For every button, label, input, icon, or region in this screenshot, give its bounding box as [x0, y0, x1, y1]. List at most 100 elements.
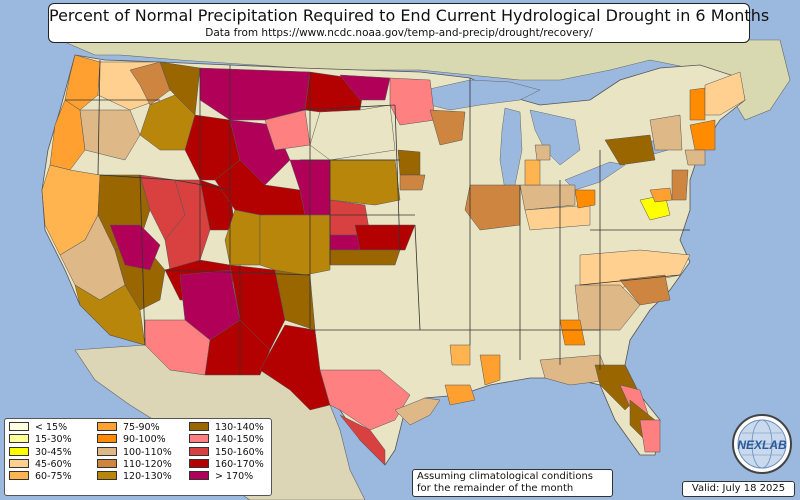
region-oh-east [574, 189, 596, 209]
map-title: Percent of Normal Precipitation Required… [49, 6, 770, 25]
region-ms [479, 354, 501, 386]
legend-item: 15-30% [9, 434, 72, 446]
lake-superior [424, 79, 541, 111]
region-mi [524, 159, 541, 186]
region-al [559, 319, 586, 346]
legend-swatch [9, 434, 29, 444]
legend-item: 45-60% [9, 458, 72, 471]
region-ny [604, 134, 656, 166]
region-la-north [449, 344, 471, 366]
legend-label: 45-60% [35, 458, 72, 470]
region-id-north [129, 61, 171, 106]
legend-swatch [189, 422, 209, 431]
legend-label: 90-100% [123, 434, 166, 446]
legend-label: 120-130% [123, 471, 172, 483]
state-borders [65, 59, 690, 375]
legend-column-1: < 15% 15-30% 30-45% 45-60% 60-75% [9, 422, 72, 483]
region-me [704, 71, 746, 116]
legend: < 15% 15-30% 30-45% 45-60% 60-75% 75-90%… [4, 418, 272, 496]
region-fl-tip [639, 419, 661, 453]
canada-land [59, 39, 791, 121]
legend-column-2: 75-90% 90-100% 100-110% 110-120% 120-130… [97, 422, 172, 483]
assumption-note: Assuming climatological conditions for t… [412, 469, 613, 497]
drought-regions [41, 54, 746, 466]
legend-item: 150-160% [189, 446, 264, 459]
note-line-1: Assuming climatological conditions [417, 471, 593, 482]
region-ma [689, 119, 716, 151]
legend-item: 130-140% [189, 422, 264, 434]
legend-swatch [97, 471, 117, 481]
legend-item: < 15% [9, 422, 72, 434]
region-nv-core [109, 224, 161, 271]
region-id-core [159, 61, 201, 116]
legend-label: 140-150% [215, 434, 264, 446]
region-wi [429, 109, 466, 146]
legend-swatch [9, 471, 29, 481]
legend-item: > 170% [189, 471, 264, 483]
legend-label: 75-90% [123, 422, 160, 433]
region-tx-coast [394, 397, 441, 426]
valid-date: Valid: July 18 2025 [682, 481, 795, 497]
region-ut-co-border [224, 209, 261, 266]
region-in-oh [519, 184, 576, 211]
note-line-2: for the remainder of the month [417, 483, 574, 494]
region-ct [684, 149, 706, 166]
legend-label: 130-140% [215, 422, 264, 433]
region-sd [309, 104, 396, 161]
legend-swatch [97, 458, 117, 468]
region-mi-north [534, 144, 551, 161]
lake-huron [529, 109, 581, 166]
region-vt-nh [689, 87, 706, 121]
legend-label: 60-75% [35, 471, 72, 483]
region-mn [389, 77, 436, 126]
region-ca-south [74, 284, 146, 346]
legend-label: 160-170% [215, 458, 264, 470]
region-la [444, 384, 476, 406]
legend-column-3: 130-140% 140-150% 150-160% 160-170% > 17… [189, 422, 264, 483]
legend-swatch [97, 422, 117, 431]
region-ia [397, 149, 421, 176]
legend-label: 100-110% [123, 446, 172, 458]
legend-item: 160-170% [189, 458, 264, 471]
region-ne [329, 159, 401, 206]
legend-swatch [189, 471, 209, 481]
legend-swatch [189, 458, 209, 468]
region-ny-east [649, 114, 683, 151]
region-gulf [539, 354, 611, 386]
legend-swatch [9, 458, 29, 468]
legend-item: 60-75% [9, 471, 72, 483]
legend-swatch [189, 446, 209, 456]
region-ia-east [399, 174, 426, 191]
legend-item: 140-150% [189, 434, 264, 446]
logo-text: NEXLAB [737, 438, 787, 452]
legend-item: 90-100% [97, 434, 172, 446]
legend-label: 15-30% [35, 434, 72, 446]
legend-item: 110-120% [97, 458, 172, 471]
legend-label: 30-45% [35, 446, 72, 458]
region-mo-il [464, 184, 521, 231]
legend-item: 120-130% [97, 471, 172, 483]
region-nj [671, 169, 689, 201]
nexlab-globe-icon: NEXLAB [732, 414, 792, 474]
legend-swatch [9, 422, 29, 431]
legend-swatch [189, 434, 209, 444]
region-ok [329, 249, 401, 266]
legend-swatch [97, 446, 117, 456]
legend-label: 110-120% [123, 458, 172, 470]
legend-label: < 15% [35, 422, 68, 433]
legend-item: 75-90% [97, 422, 172, 434]
region-or-central [79, 109, 141, 161]
region-tx-south [339, 414, 386, 466]
title-box: Percent of Normal Precipitation Required… [48, 3, 770, 43]
legend-item: 100-110% [97, 446, 172, 459]
region-ks-east [354, 224, 416, 251]
legend-label: 150-160% [215, 446, 264, 458]
legend-swatch [9, 446, 29, 456]
region-ky [524, 204, 591, 231]
legend-item: 30-45% [9, 446, 72, 459]
region-tx-central [319, 369, 411, 431]
map-subtitle: Data from https://www.ncdc.noaa.gov/temp… [205, 27, 593, 39]
region-nd-east [339, 74, 391, 101]
legend-swatch [97, 434, 117, 444]
